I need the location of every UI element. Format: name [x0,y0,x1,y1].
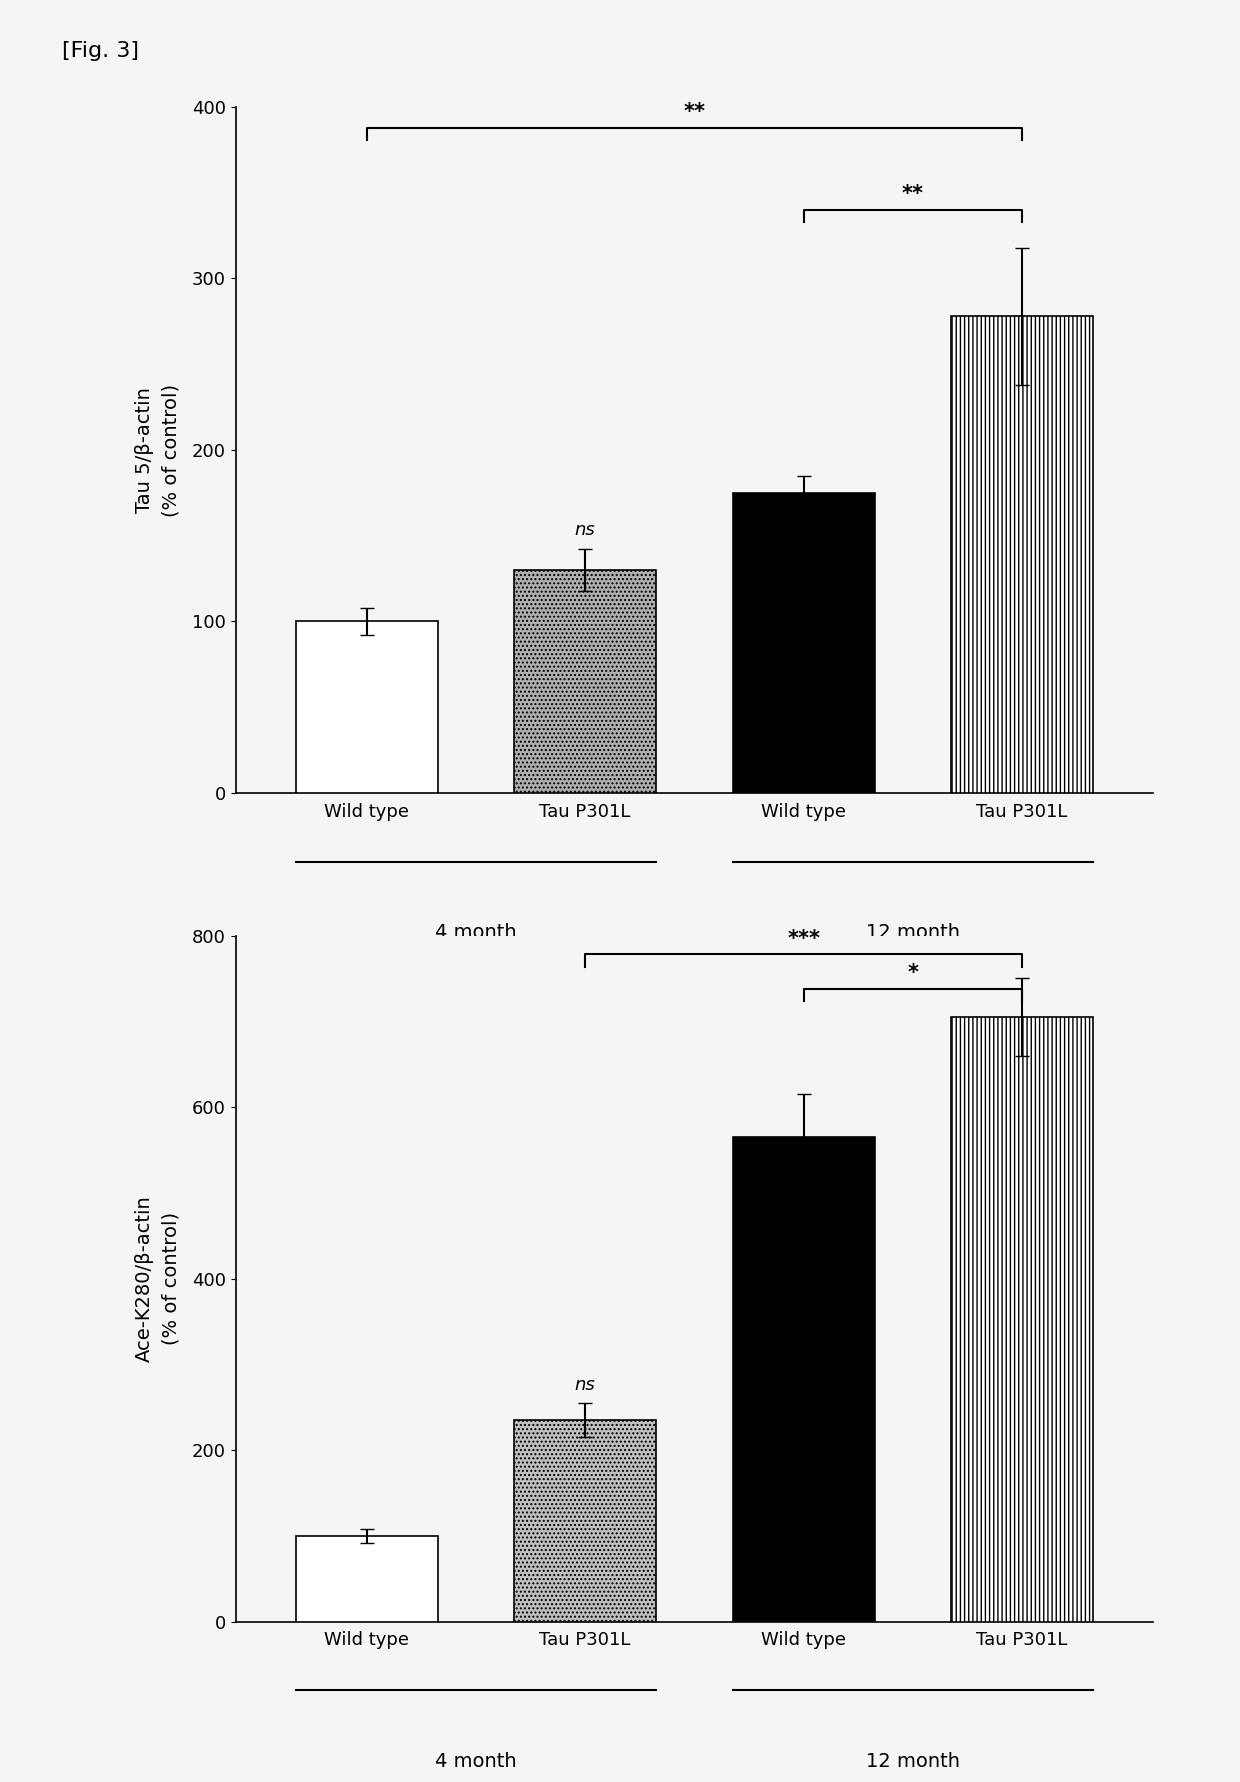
Bar [515,570,656,793]
Text: ns: ns [575,1376,595,1394]
Text: *: * [908,964,919,984]
Text: ns: ns [575,520,595,540]
Y-axis label: Tau 5/β-actin
(% of control): Tau 5/β-actin (% of control) [135,383,181,517]
Y-axis label: Ace-K280/β-actin
(% of control): Ace-K280/β-actin (% of control) [135,1196,181,1361]
Bar [295,1536,438,1622]
Text: **: ** [901,184,924,205]
Text: 4 month: 4 month [435,1752,517,1771]
Text: ***: *** [787,928,820,950]
Text: 4 month: 4 month [435,923,517,943]
Bar [733,494,874,793]
Bar [295,622,438,793]
Text: [Fig. 3]: [Fig. 3] [62,41,139,61]
Bar [733,1137,874,1622]
Bar [951,1018,1094,1622]
Bar [515,1420,656,1622]
Text: **: ** [683,102,706,121]
Text: 12 month: 12 month [866,1752,960,1771]
Text: 12 month: 12 month [866,923,960,943]
Bar [951,315,1094,793]
